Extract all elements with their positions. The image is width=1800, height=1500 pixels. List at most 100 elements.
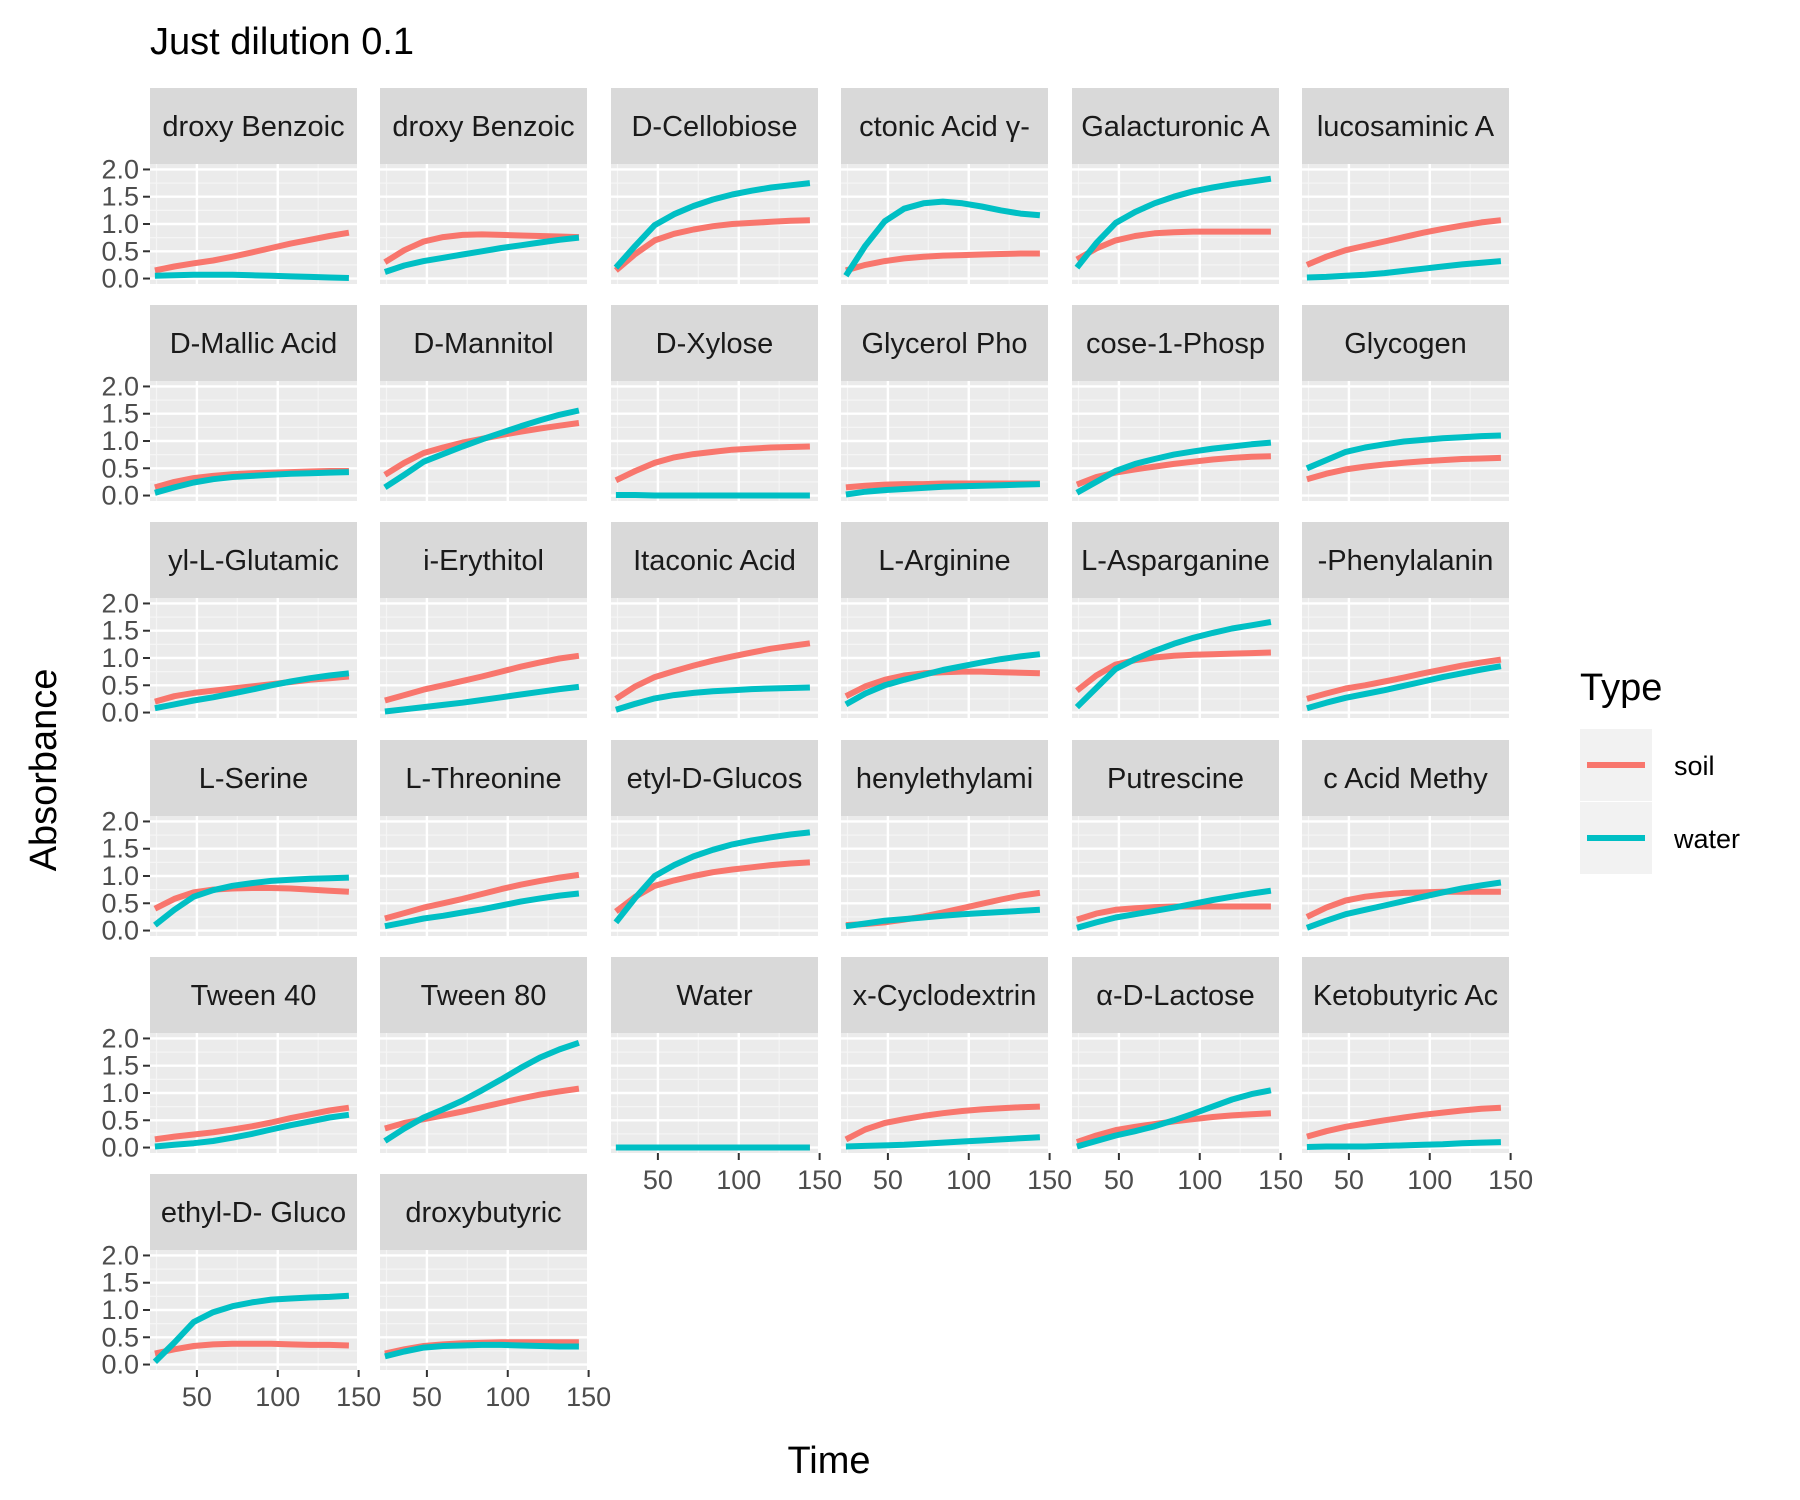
facet-panel: yl-L-Glutamic 0.00.51.01.52.0 — [101, 522, 357, 728]
facet-strip — [1302, 740, 1509, 816]
facet-strip — [1072, 88, 1279, 164]
y-tick-label: 0.0 — [101, 264, 139, 294]
facet-panel: x-Cyclodextrin 50 100 150 — [841, 957, 1072, 1195]
facet-strip — [380, 305, 587, 381]
series-line-water — [1076, 887, 1272, 931]
series-line-soil — [1305, 888, 1501, 920]
series-line-water — [1306, 663, 1502, 712]
facet-strip — [841, 88, 1048, 164]
facet-strip-label: Putrescine — [1107, 763, 1244, 795]
y-axis-title: Absorbance — [23, 669, 65, 872]
series-line-water — [845, 1134, 1041, 1150]
series-line-water — [1074, 175, 1272, 270]
facet-panel: lucosaminic A — [1302, 88, 1509, 284]
series-line-soil — [1075, 649, 1271, 694]
facet-strip-label: x-Cyclodextrin — [853, 980, 1037, 1012]
facet-panel: droxybutyric 50 100 150 — [380, 1174, 611, 1412]
series-line-water — [845, 906, 1041, 930]
y-tick-label: 0.0 — [101, 1133, 139, 1163]
x-tick-label: 150 — [1258, 1165, 1303, 1195]
facet-panel: Glycerol Pho — [841, 305, 1048, 501]
series-line-water — [152, 1292, 350, 1364]
series-line-water — [383, 234, 580, 275]
series-line-water — [384, 1341, 579, 1360]
series-line-water — [613, 829, 811, 925]
facet-strip — [150, 740, 357, 816]
series-line-water — [615, 684, 810, 713]
series-line-soil — [154, 229, 350, 274]
y-tick-label: 0.0 — [101, 1350, 139, 1380]
facet-strip-label: L-Arginine — [878, 545, 1010, 577]
series-line-soil — [614, 640, 811, 702]
facet-panel: cose-1-Phosp — [1072, 305, 1279, 501]
facet-strip — [611, 740, 818, 816]
facet-strip — [380, 522, 587, 598]
facet-strip — [150, 305, 357, 381]
series-line-water — [154, 1111, 350, 1150]
facet-strip — [380, 740, 587, 816]
series-line-soil — [154, 1104, 350, 1143]
facet-panel: etyl-D-Glucos — [611, 740, 818, 936]
series-line-soil — [1306, 1104, 1502, 1140]
facet-panel: Tween 40 0.00.51.01.52.0 — [101, 957, 357, 1163]
series-line-water — [844, 651, 1041, 708]
facet-strip-label: L-Threonine — [405, 763, 561, 795]
facet-strip-label: L-Serine — [199, 763, 309, 795]
series-line-soil — [1075, 228, 1271, 263]
facet-strip — [611, 522, 818, 598]
facet-strip-label: i-Erythitol — [423, 545, 544, 577]
y-tick-label: 2.0 — [101, 806, 139, 836]
y-tick-label: 1.5 — [101, 182, 139, 212]
facet-panel: c Acid Methy — [1302, 740, 1509, 936]
x-tick-label: 50 — [1334, 1165, 1364, 1195]
legend-entry-soil: soil — [1580, 729, 1715, 801]
facet-panel: henylethylami — [841, 740, 1048, 936]
series-line-water — [383, 407, 580, 490]
facet-strip-label: yl-L-Glutamic — [168, 545, 339, 577]
y-tick-label: 1.5 — [101, 1268, 139, 1298]
x-tick-label: 100 — [1407, 1165, 1452, 1195]
series-line-water — [615, 492, 810, 499]
y-tick-label: 2.0 — [101, 371, 139, 401]
series-line-soil — [614, 443, 810, 484]
facet-panel: Tween 80 — [380, 957, 587, 1153]
x-tick-label: 50 — [643, 1165, 673, 1195]
series-line-soil — [1306, 454, 1501, 483]
facet-panel: ctonic Acid γ- — [841, 88, 1048, 284]
facet-panel: Putrescine — [1072, 740, 1279, 936]
series-line-soil — [153, 885, 350, 912]
x-tick-label: 50 — [1104, 1165, 1134, 1195]
legend-label: water — [1673, 824, 1740, 854]
x-tick-label: 100 — [716, 1165, 761, 1195]
y-tick-label: 0.0 — [101, 916, 139, 946]
series-line-soil — [845, 250, 1040, 274]
facet-panel: Glycogen — [1302, 305, 1509, 501]
y-tick-label: 0.5 — [101, 1322, 139, 1352]
series-line-water — [154, 271, 349, 281]
series-line-water — [384, 890, 580, 930]
facet-strip-label: D-Xylose — [656, 328, 774, 360]
series-line-soil — [384, 652, 580, 704]
facet-strip-label: -Phenylalanin — [1318, 545, 1494, 577]
facet-strip-label: L-Asparganine — [1081, 545, 1270, 577]
series-line-water — [1305, 432, 1501, 472]
y-tick-label: 1.5 — [101, 616, 139, 646]
facet-panel: ethyl-D- Gluco 0.00.51.01.52.0 50 100 150 — [101, 1174, 381, 1412]
facet-panel: i-Erythitol — [380, 522, 587, 718]
x-tick-label: 150 — [1488, 1165, 1533, 1195]
x-tick-label: 100 — [255, 1382, 300, 1412]
series-line-water — [1074, 619, 1272, 710]
facet-strip-label: droxy Benzoic — [392, 111, 574, 143]
facet-strip-label: Glycogen — [1344, 328, 1467, 360]
y-tick-label: 1.0 — [101, 643, 139, 673]
series-line-water — [845, 481, 1040, 498]
x-tick-label: 50 — [873, 1165, 903, 1195]
facet-strip-label: Water — [676, 980, 753, 1012]
x-tick-label: 50 — [412, 1382, 442, 1412]
y-tick-label: 0.5 — [101, 670, 139, 700]
facet-strip-label: Glycerol Pho — [861, 328, 1027, 360]
facet-strip — [380, 1174, 587, 1250]
x-tick-label: 100 — [485, 1382, 530, 1412]
facet-strip-label: D-Cellobiose — [631, 111, 797, 143]
series-line-water — [1075, 439, 1272, 496]
